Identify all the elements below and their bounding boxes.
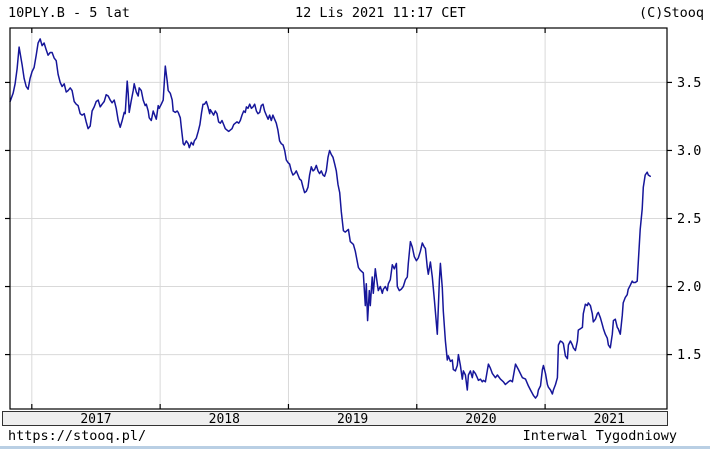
x-axis-band: [2, 411, 668, 426]
x-axis-label: 2020: [465, 412, 496, 427]
x-axis-label: 2018: [209, 412, 240, 427]
y-axis-label: 2.5: [677, 211, 701, 227]
y-axis-label: 1.5: [677, 347, 701, 363]
copyright-label: (C)Stooq: [638, 5, 704, 21]
x-axis-label: 2021: [594, 412, 625, 427]
instrument-title: 10PLY.B - 5 lat: [8, 5, 130, 21]
y-axis-label: 2.0: [677, 279, 701, 295]
y-axis-label: 3.0: [677, 143, 701, 159]
price-line: [9, 38, 651, 399]
x-axis-label: 2019: [337, 412, 368, 427]
chart-footer: https://stooq.pl/ Interwal Tygodniowy: [8, 428, 677, 444]
bottom-edge-line: [0, 446, 710, 449]
chart-header: 10PLY.B - 5 lat 12 Lis 2021 11:17 CET (C…: [8, 5, 704, 22]
y-axis-label: 3.5: [677, 75, 701, 91]
site-url-link[interactable]: https://stooq.pl/: [8, 428, 147, 444]
interval-label: Interwal Tygodniowy: [522, 428, 677, 444]
x-axis-label: 2017: [80, 412, 111, 427]
quote-datetime: 12 Lis 2021 11:17 CET: [295, 5, 466, 21]
